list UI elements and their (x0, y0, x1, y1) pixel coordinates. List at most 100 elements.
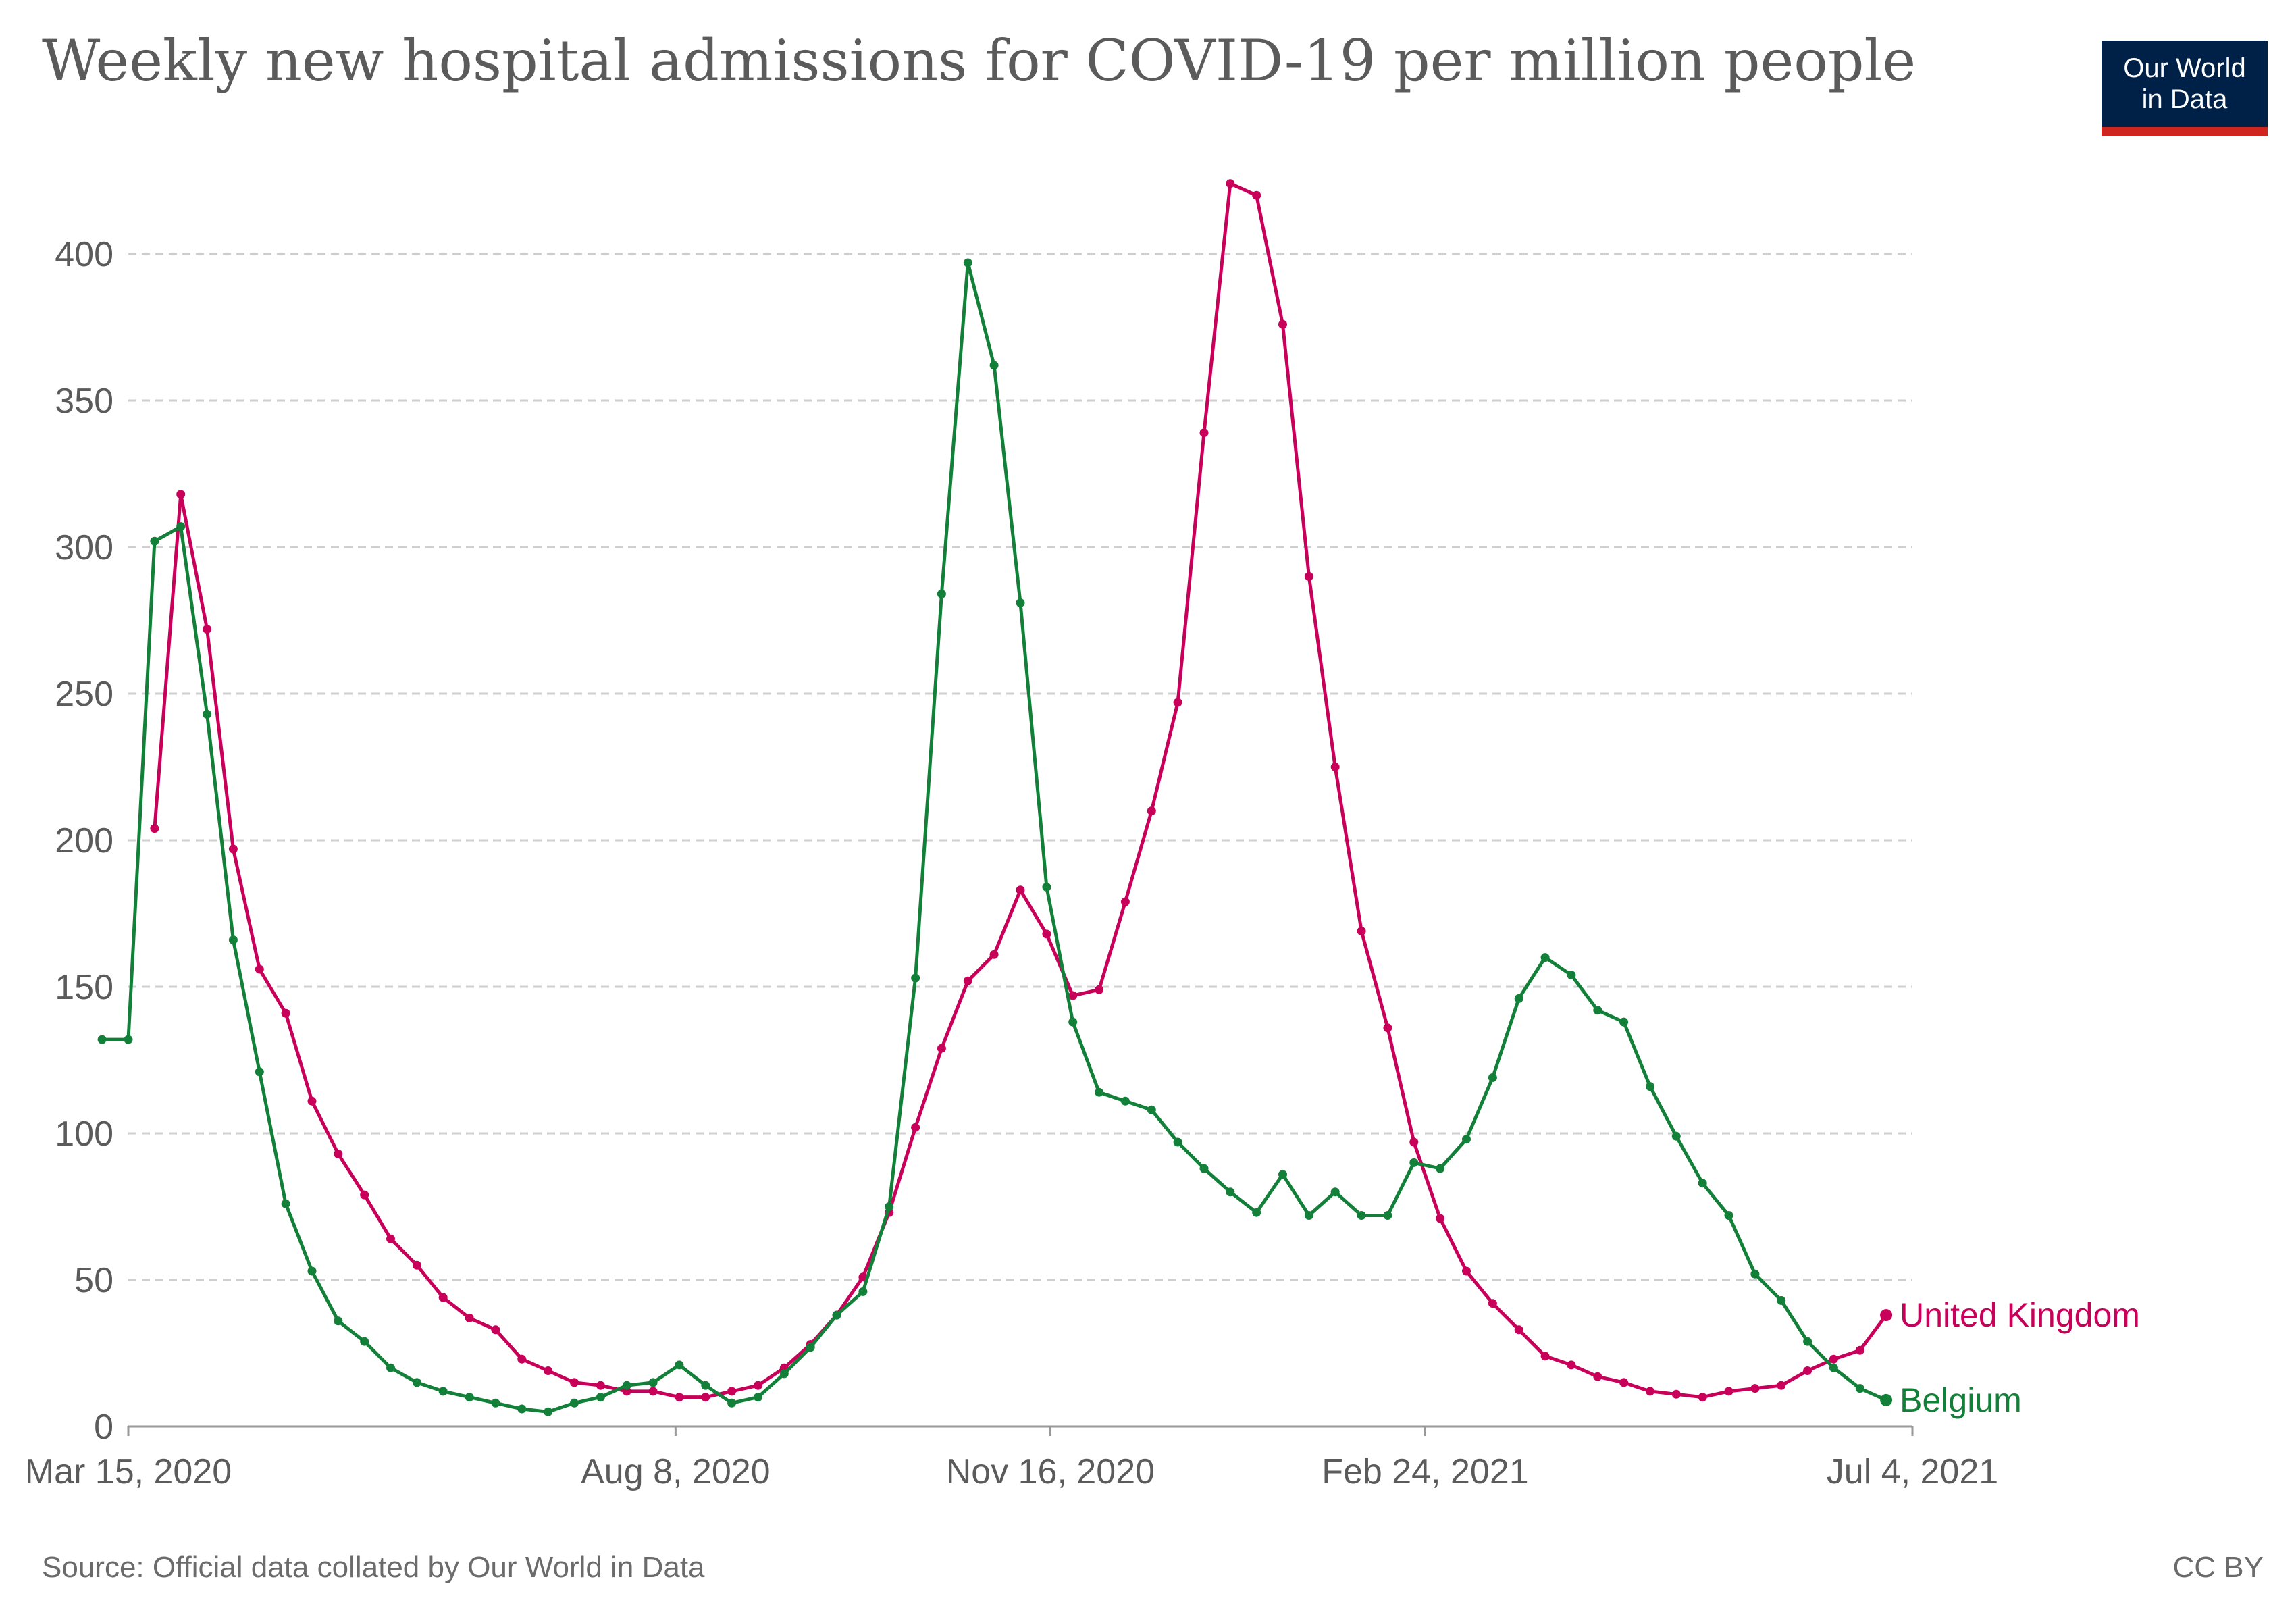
point-belgium-40 (1147, 1105, 1156, 1114)
point-belgium-59 (1646, 1082, 1654, 1091)
point-united-kingdom-4 (255, 964, 264, 974)
point-belgium-19 (596, 1393, 605, 1402)
y-tick-label-0: 0 (94, 1408, 113, 1447)
point-belgium-47 (1330, 1187, 1340, 1197)
point-united-kingdom-7 (334, 1149, 343, 1158)
point-united-kingdom-53 (1540, 1352, 1550, 1361)
point-belgium-48 (1357, 1211, 1366, 1220)
y-tick-label-100: 100 (55, 1114, 113, 1154)
point-belgium-24 (727, 1398, 737, 1408)
point-united-kingdom-31 (963, 976, 972, 985)
point-united-kingdom-41 (1226, 179, 1235, 188)
point-united-kingdom-5 (281, 1008, 290, 1018)
x-tick-label-4: Jul 4, 2021 (1827, 1452, 1998, 1491)
point-united-kingdom-55 (1593, 1372, 1602, 1381)
point-belgium-51 (1436, 1164, 1445, 1173)
source-note: Source: Official data collated by Our Wo… (42, 1551, 705, 1584)
point-belgium-14 (465, 1393, 474, 1402)
point-united-kingdom-16 (570, 1378, 579, 1387)
point-belgium-15 (491, 1398, 500, 1408)
point-united-kingdom-3 (228, 844, 238, 854)
point-belgium-5 (228, 935, 238, 945)
point-united-kingdom-60 (1724, 1387, 1733, 1396)
point-belgium-61 (1698, 1179, 1707, 1188)
point-united-kingdom-43 (1278, 319, 1287, 329)
point-belgium-38 (1095, 1087, 1104, 1097)
point-belgium-37 (1068, 1017, 1078, 1027)
point-belgium-30 (885, 1202, 894, 1211)
point-united-kingdom-63 (1803, 1366, 1812, 1375)
point-united-kingdom-14 (517, 1354, 527, 1364)
point-belgium-0 (97, 1035, 107, 1044)
owid-logo[interactable]: Our World in Data (2102, 41, 2268, 136)
point-belgium-27 (806, 1343, 815, 1352)
axes: 0 50 100 150 200 250 300 350 400 Mar 15, 2020 Aug … (25, 235, 1998, 1491)
point-belgium-55 (1540, 953, 1550, 962)
point-united-kingdom-6 (307, 1096, 317, 1106)
logo-line-1: Our World (2123, 53, 2246, 83)
point-united-kingdom-64 (1829, 1354, 1838, 1364)
point-united-kingdom-38 (1147, 806, 1156, 816)
point-belgium-3 (176, 522, 186, 532)
point-united-kingdom-54 (1567, 1360, 1576, 1370)
point-united-kingdom-0 (150, 824, 159, 833)
point-belgium-4 (203, 709, 212, 719)
point-belgium-29 (858, 1287, 868, 1296)
point-united-kingdom-42 (1252, 190, 1261, 200)
x-tick-label-0: Mar 15, 2020 (25, 1452, 232, 1491)
point-belgium-11 (386, 1363, 395, 1372)
point-united-kingdom-11 (438, 1293, 448, 1302)
point-belgium-25 (754, 1393, 762, 1402)
y-tick-label-150: 150 (55, 968, 113, 1007)
x-tick-label-1: Aug 8, 2020 (581, 1452, 770, 1491)
series-labels: United Kingdom Belgium (1900, 1296, 2140, 1419)
chart-title: Weekly new hospital admissions for COVID… (42, 28, 1916, 94)
point-belgium-67 (1855, 1384, 1864, 1393)
point-belgium-42 (1199, 1164, 1209, 1173)
point-belgium-58 (1619, 1017, 1629, 1027)
point-united-kingdom-17 (596, 1381, 605, 1390)
point-belgium-53 (1488, 1073, 1497, 1082)
point-belgium-45 (1278, 1170, 1287, 1179)
point-united-kingdom-45 (1330, 763, 1340, 771)
point-united-kingdom-10 (412, 1260, 421, 1270)
y-tick-label-300: 300 (55, 528, 113, 567)
point-belgium-66 (1829, 1363, 1838, 1372)
point-belgium-32 (937, 589, 946, 598)
series-line-united-kingdom (153, 182, 1888, 1399)
point-united-kingdom-39 (1173, 698, 1182, 707)
point-united-kingdom-1 (176, 490, 186, 499)
point-united-kingdom-20 (675, 1393, 684, 1402)
point-belgium-64 (1777, 1295, 1786, 1305)
point-belgium-50 (1409, 1158, 1419, 1167)
point-belgium-46 (1304, 1211, 1313, 1220)
point-united-kingdom-23 (754, 1381, 762, 1390)
point-belgium-44 (1252, 1208, 1261, 1217)
point-belgium-62 (1724, 1211, 1733, 1220)
point-united-kingdom-48 (1409, 1137, 1419, 1147)
point-united-kingdom-32 (989, 950, 999, 959)
y-tick-label-50: 50 (74, 1261, 113, 1300)
point-united-kingdom-15 (544, 1366, 553, 1375)
point-belgium-57 (1593, 1006, 1602, 1015)
point-belgium-13 (438, 1387, 448, 1396)
point-united-kingdom-61 (1750, 1384, 1760, 1393)
license-link[interactable]: CC BY (2172, 1551, 2264, 1584)
point-united-kingdom-65 (1855, 1345, 1864, 1355)
point-united-kingdom-21 (701, 1393, 710, 1402)
point-united-kingdom-22 (727, 1387, 737, 1396)
y-tick-label-200: 200 (55, 821, 113, 860)
point-belgium-9 (334, 1316, 343, 1326)
point-united-kingdom-34 (1042, 929, 1051, 939)
x-tick-label-2: Nov 16, 2020 (946, 1452, 1155, 1491)
point-belgium-12 (412, 1378, 421, 1387)
point-belgium-17 (544, 1407, 553, 1416)
point-united-kingdom-58 (1671, 1389, 1681, 1399)
point-belgium-10 (360, 1337, 369, 1346)
point-belgium-33 (963, 258, 972, 267)
point-belgium-54 (1514, 994, 1523, 1003)
series (97, 179, 1893, 1416)
x-tick-label-3: Feb 24, 2021 (1322, 1452, 1528, 1491)
point-united-kingdom-50 (1462, 1266, 1471, 1276)
